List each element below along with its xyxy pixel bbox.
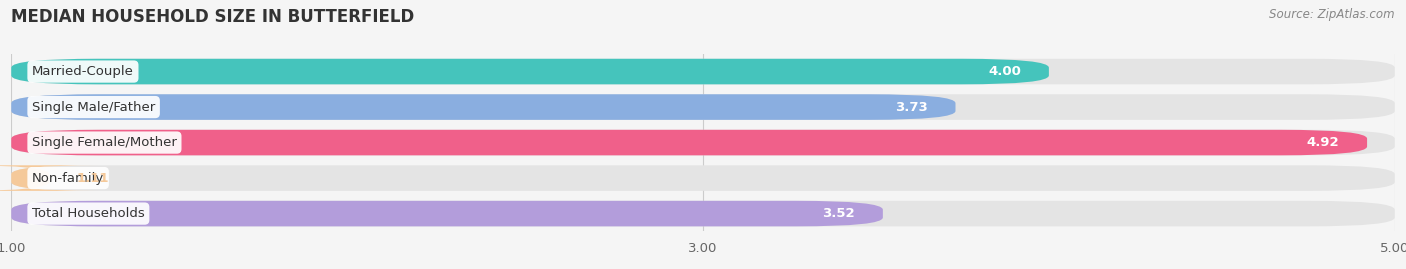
Text: Single Female/Mother: Single Female/Mother xyxy=(32,136,177,149)
Text: 3.73: 3.73 xyxy=(896,101,928,114)
Text: 4.92: 4.92 xyxy=(1306,136,1340,149)
Text: Married-Couple: Married-Couple xyxy=(32,65,134,78)
Text: Source: ZipAtlas.com: Source: ZipAtlas.com xyxy=(1270,8,1395,21)
Text: 1.11: 1.11 xyxy=(77,172,110,185)
Text: Non-family: Non-family xyxy=(32,172,104,185)
FancyBboxPatch shape xyxy=(11,130,1395,155)
Text: Total Households: Total Households xyxy=(32,207,145,220)
Text: 4.00: 4.00 xyxy=(988,65,1021,78)
FancyBboxPatch shape xyxy=(11,94,1395,120)
FancyBboxPatch shape xyxy=(11,201,1395,226)
FancyBboxPatch shape xyxy=(11,94,956,120)
FancyBboxPatch shape xyxy=(11,165,1395,191)
FancyBboxPatch shape xyxy=(0,165,97,191)
Text: MEDIAN HOUSEHOLD SIZE IN BUTTERFIELD: MEDIAN HOUSEHOLD SIZE IN BUTTERFIELD xyxy=(11,8,415,26)
FancyBboxPatch shape xyxy=(11,130,1367,155)
FancyBboxPatch shape xyxy=(11,59,1049,84)
Text: 3.52: 3.52 xyxy=(823,207,855,220)
Text: Single Male/Father: Single Male/Father xyxy=(32,101,155,114)
FancyBboxPatch shape xyxy=(11,59,1395,84)
FancyBboxPatch shape xyxy=(11,201,883,226)
